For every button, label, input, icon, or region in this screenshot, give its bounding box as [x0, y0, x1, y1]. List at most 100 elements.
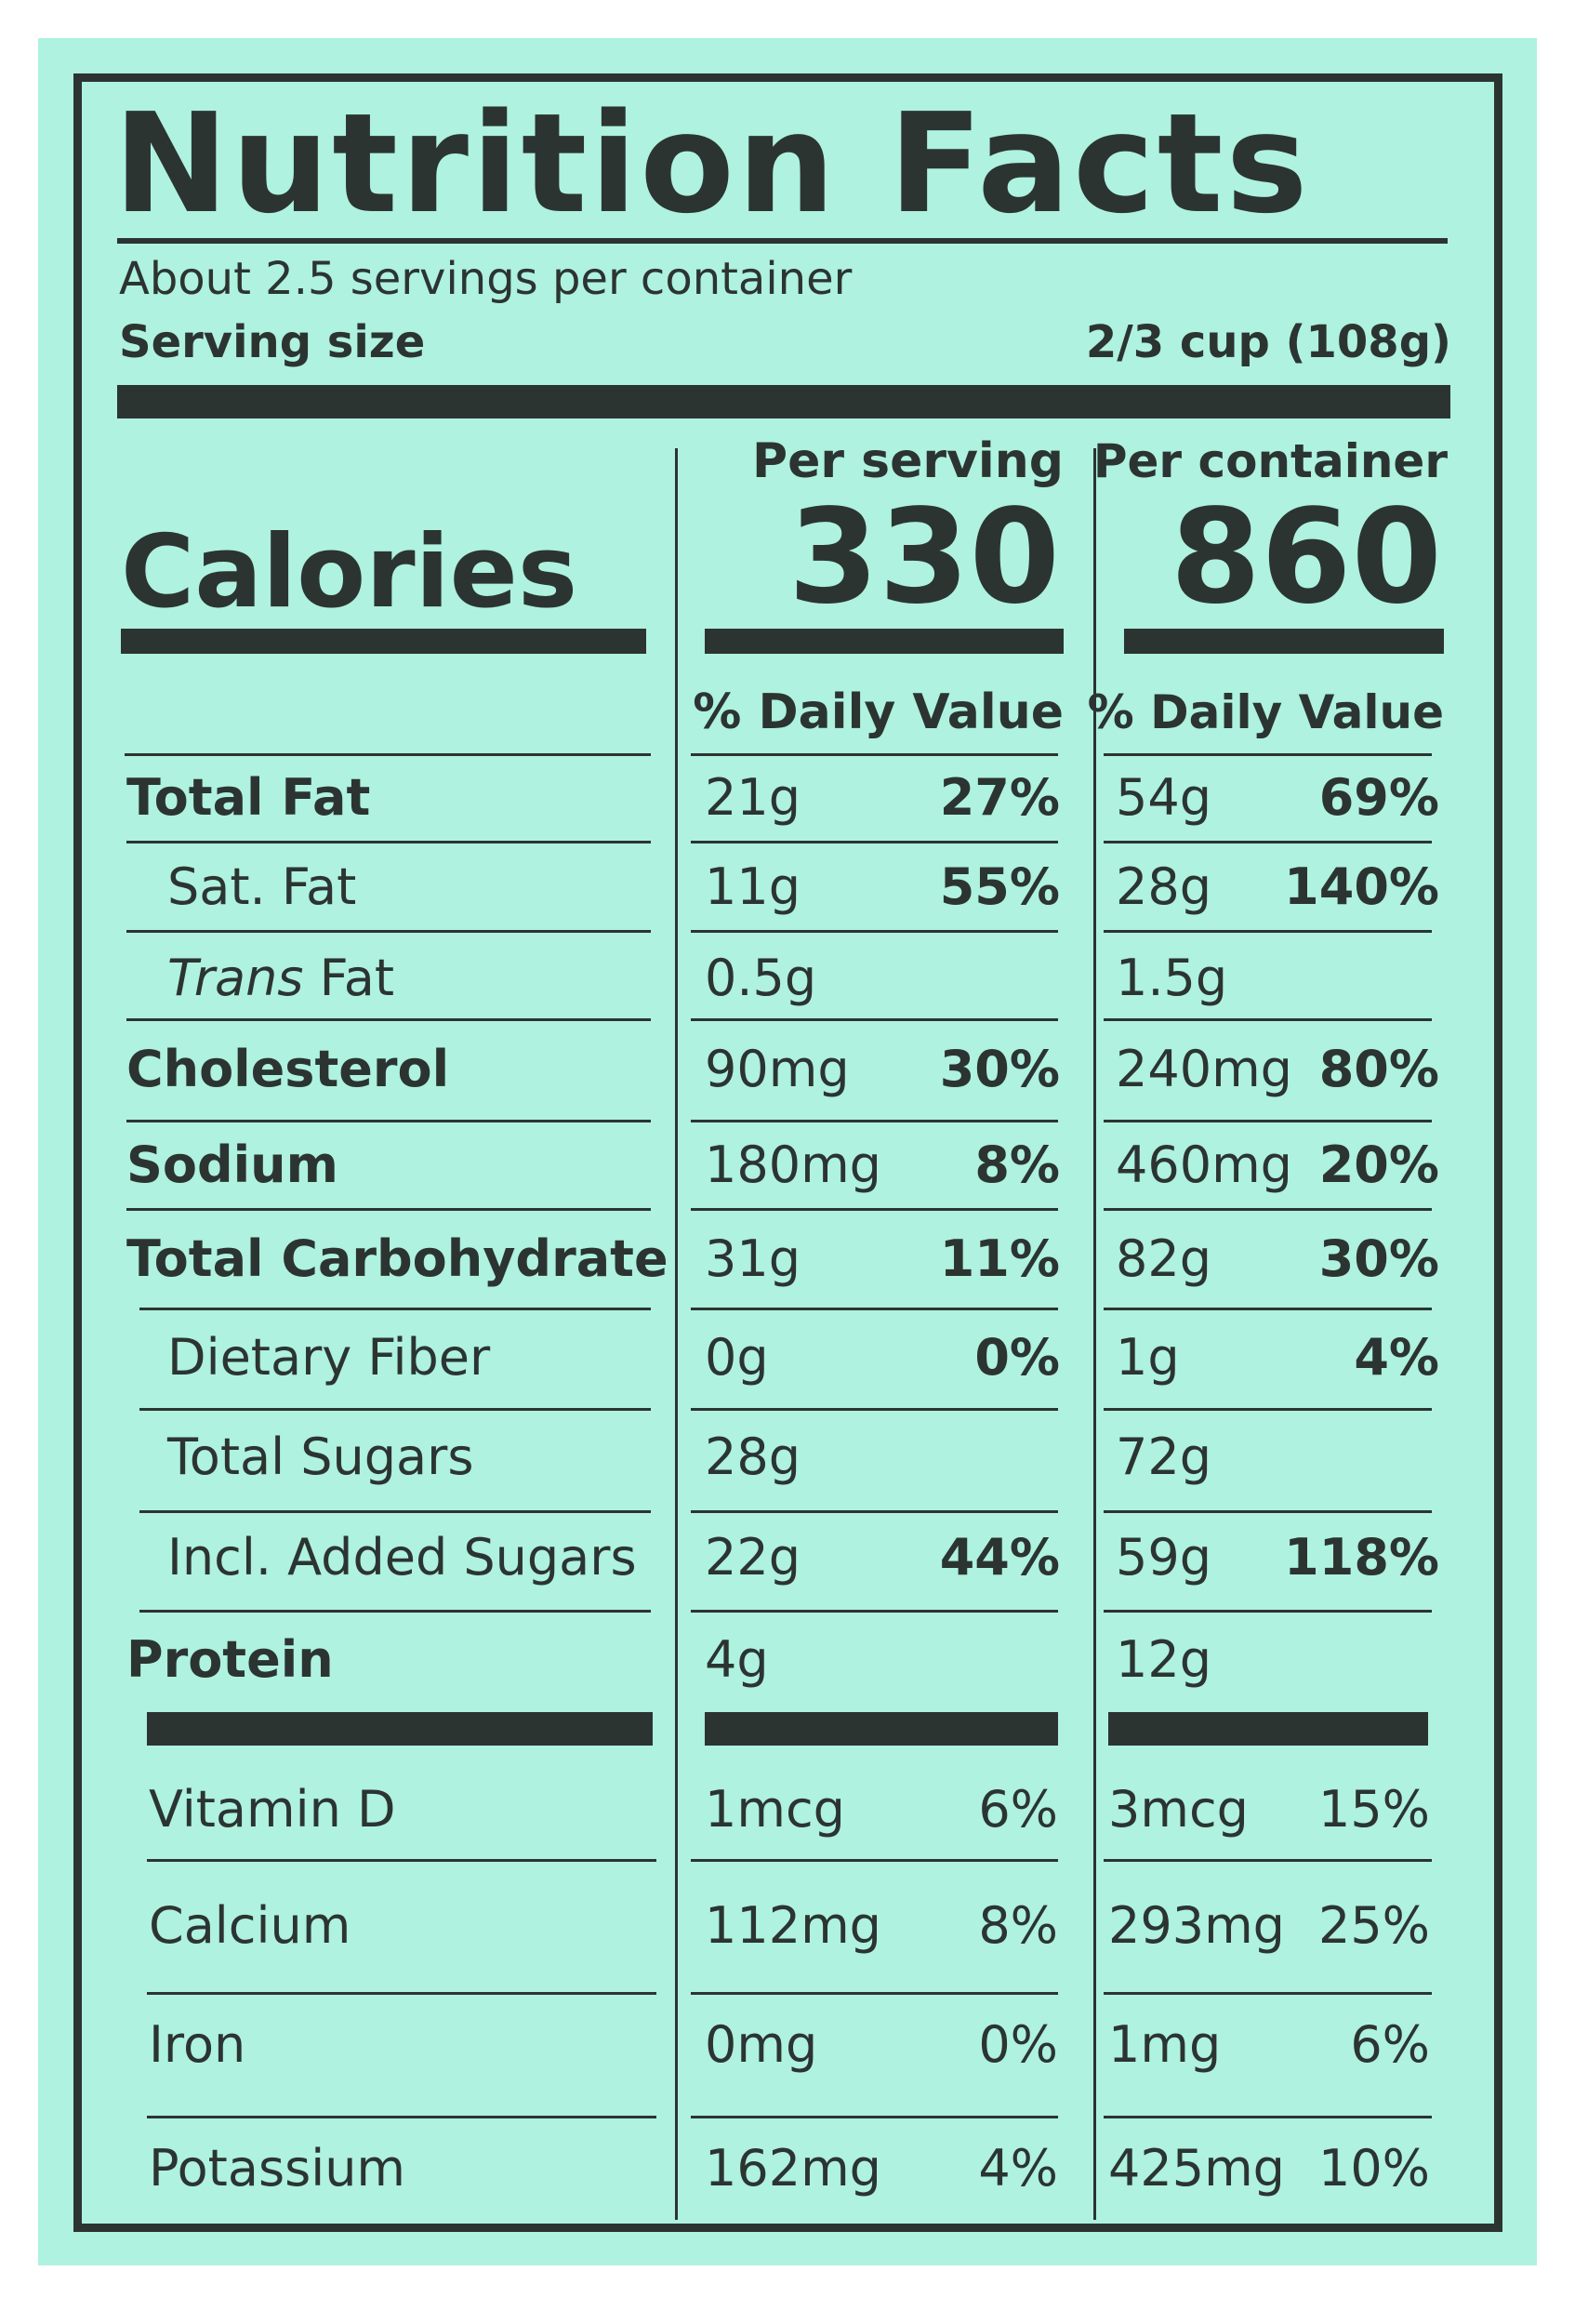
- calories-bar-container: [1124, 629, 1444, 654]
- row-divider-serving: [691, 2116, 1058, 2118]
- container-daily-value: 140%: [1284, 857, 1439, 916]
- row-divider-serving: [691, 1408, 1058, 1411]
- serving-daily-value: 11%: [939, 1229, 1060, 1288]
- calories-per-container: 860: [1170, 482, 1442, 633]
- serving-amount: 1mcg: [705, 1780, 845, 1839]
- nutrient-label: Sat. Fat: [167, 857, 357, 916]
- row-divider-serving: [691, 753, 1058, 756]
- serving-daily-value: 0%: [978, 2015, 1058, 2074]
- row-divider-container: [1104, 1510, 1432, 1513]
- row-divider-serving: [691, 1610, 1058, 1613]
- row-divider-serving: [691, 1859, 1058, 1862]
- calories-per-serving: 330: [787, 482, 1060, 633]
- calories-bar-serving: [705, 629, 1064, 654]
- serving-amount: 180mg: [705, 1135, 881, 1194]
- serving-daily-value: 8%: [974, 1135, 1060, 1194]
- serving-daily-value: 8%: [978, 1896, 1058, 1955]
- container-amount: 425mg: [1108, 2139, 1285, 2198]
- serving-daily-value: 6%: [978, 1780, 1058, 1839]
- serving-daily-value: 4%: [978, 2139, 1058, 2198]
- row-divider-label: [126, 930, 651, 933]
- container-amount: 1mg: [1108, 2015, 1222, 2074]
- row-divider-container: [1104, 1208, 1432, 1211]
- serving-size-label: Serving size: [119, 316, 426, 368]
- row-divider-container: [1104, 1018, 1432, 1021]
- serving-amount: 0.5g: [705, 949, 817, 1007]
- serving-amount: 11g: [705, 857, 801, 916]
- nutrient-label: Cholesterol: [126, 1040, 450, 1098]
- container-daily-value: 4%: [1354, 1328, 1439, 1387]
- row-divider-label: [126, 1018, 651, 1021]
- serving-thick-bar: [117, 385, 1450, 418]
- column-divider-serving: [675, 448, 678, 2220]
- row-divider-serving: [691, 1510, 1058, 1513]
- trans-italic: Trans: [167, 949, 304, 1007]
- row-divider-label: [139, 1610, 651, 1613]
- nutrient-label: Sodium: [126, 1135, 338, 1194]
- label-title: Nutrition Facts: [113, 84, 1311, 244]
- serving-amount: 90mg: [705, 1040, 850, 1098]
- per-serving-header: Per serving: [752, 433, 1064, 489]
- row-divider-label: [125, 753, 651, 756]
- container-amount: 1g: [1116, 1328, 1180, 1387]
- row-divider-container: [1104, 1610, 1432, 1613]
- nutrient-label: Incl. Added Sugars: [167, 1528, 637, 1587]
- serving-daily-value: 0%: [974, 1328, 1060, 1387]
- row-divider-label: [126, 841, 651, 843]
- row-divider-container: [1104, 841, 1432, 843]
- servings-per-container: About 2.5 servings per container: [119, 253, 853, 305]
- vitamin-bar-serving: [705, 1712, 1058, 1746]
- vitamin-label: Calcium: [149, 1896, 351, 1955]
- row-divider-serving: [691, 1018, 1058, 1021]
- row-divider-container: [1104, 753, 1432, 756]
- row-divider-serving: [691, 1208, 1058, 1211]
- container-amount: 293mg: [1108, 1896, 1285, 1955]
- container-daily-value: 80%: [1318, 1040, 1439, 1098]
- row-divider-serving: [691, 841, 1058, 843]
- container-daily-value: 20%: [1318, 1135, 1439, 1194]
- row-divider-container: [1104, 930, 1432, 933]
- column-divider-container: [1093, 448, 1096, 2220]
- vitamin-bar-label: [147, 1712, 653, 1746]
- row-divider-label: [139, 1308, 651, 1310]
- nutrient-label: Total Carbohydrate: [126, 1229, 668, 1288]
- row-divider-label: [147, 1992, 656, 1995]
- container-amount: 3mcg: [1108, 1780, 1249, 1839]
- row-divider-label: [126, 1120, 651, 1122]
- container-daily-value: 25%: [1317, 1896, 1430, 1955]
- serving-amount: 22g: [705, 1528, 801, 1587]
- row-divider-label: [147, 1859, 656, 1862]
- row-divider-label: [139, 1408, 651, 1411]
- container-daily-value: 30%: [1318, 1229, 1439, 1288]
- container-amount: 28g: [1116, 857, 1211, 916]
- serving-amount: 28g: [705, 1428, 801, 1486]
- nutrient-label: Total Sugars: [167, 1428, 474, 1486]
- vitamin-label: Vitamin D: [149, 1780, 396, 1839]
- serving-amount: 112mg: [705, 1896, 881, 1955]
- row-divider-container: [1104, 1120, 1432, 1122]
- vitamin-label: Potassium: [149, 2139, 406, 2198]
- container-daily-value: 10%: [1317, 2139, 1430, 2198]
- row-divider-label: [139, 1510, 651, 1513]
- container-amount: 72g: [1116, 1428, 1211, 1486]
- vitamin-label: Iron: [149, 2015, 246, 2074]
- row-divider-container: [1104, 1408, 1432, 1411]
- container-amount: 12g: [1116, 1630, 1211, 1689]
- row-divider-label: [126, 1208, 651, 1211]
- serving-amount: 21g: [705, 768, 801, 827]
- container-amount: 82g: [1116, 1229, 1211, 1288]
- serving-amount: 31g: [705, 1229, 801, 1288]
- nutrition-label-frame: [73, 73, 1502, 2232]
- row-divider-label: [147, 2116, 656, 2118]
- container-daily-value: 15%: [1317, 1780, 1430, 1839]
- container-amount: 59g: [1116, 1528, 1211, 1587]
- per-container-header: Per container: [1092, 434, 1448, 488]
- serving-size-value: 2/3 cup (108g): [1085, 316, 1451, 368]
- row-divider-serving: [691, 930, 1058, 933]
- container-daily-value: 6%: [1350, 2015, 1430, 2074]
- serving-amount: 0g: [705, 1328, 769, 1387]
- serving-amount: 0mg: [705, 2015, 818, 2074]
- serving-daily-value: 55%: [939, 857, 1060, 916]
- dv-header-container: % Daily Value: [1087, 685, 1444, 739]
- calories-bar-label: [121, 629, 646, 654]
